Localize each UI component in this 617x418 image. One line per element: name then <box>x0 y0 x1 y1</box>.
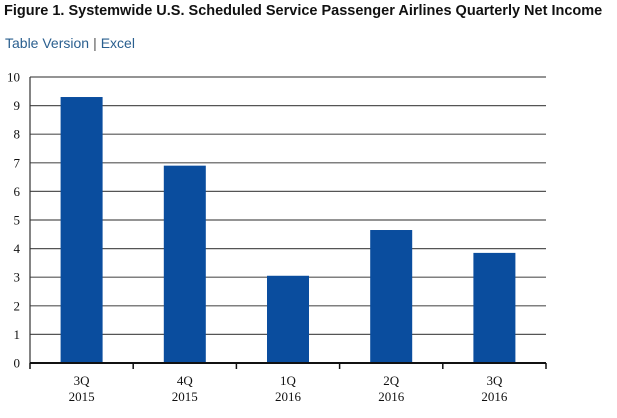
bar <box>473 252 516 363</box>
y-tick-label: 5 <box>14 213 21 228</box>
y-tick-label: 8 <box>14 127 21 142</box>
table-version-link[interactable]: Table Version <box>5 35 90 51</box>
x-tick-label: 2016 <box>378 389 405 404</box>
bar <box>370 230 413 363</box>
x-tick-label: 2016 <box>481 389 508 404</box>
x-tick-label: 3Q <box>74 373 91 388</box>
x-tick-label: 1Q <box>280 373 297 388</box>
download-links: Table Version | Excel <box>5 35 135 51</box>
y-tick-label: 4 <box>14 241 21 256</box>
excel-link[interactable]: Excel <box>100 35 135 51</box>
x-tick-label: 2016 <box>275 389 302 404</box>
x-tick-label: 2Q <box>383 373 400 388</box>
y-tick-label: 9 <box>14 98 21 113</box>
y-tick-label: 7 <box>14 155 21 170</box>
bars <box>60 97 516 364</box>
link-separator: | <box>93 35 97 51</box>
y-tick-label: 3 <box>14 270 21 285</box>
y-tick-labels: 0 1 2 3 4 5 6 7 8 9 10 <box>7 70 21 371</box>
x-tick-label: 2015 <box>172 389 198 404</box>
gridlines <box>30 76 546 335</box>
axes <box>29 77 547 369</box>
y-tick-label: 0 <box>14 356 21 371</box>
figure-title: Figure 1. Systemwide U.S. Scheduled Serv… <box>4 3 603 19</box>
y-tick-label: 1 <box>14 327 21 342</box>
x-tick-label: 3Q <box>486 373 503 388</box>
y-tick-label: 2 <box>14 298 21 313</box>
x-tick-label: 2015 <box>69 389 95 404</box>
y-tick-label: 10 <box>7 70 20 85</box>
bar <box>163 165 206 363</box>
bar <box>267 275 309 363</box>
x-tick-label: 4Q <box>177 373 194 388</box>
y-tick-label: 6 <box>14 184 21 199</box>
bar <box>60 97 103 364</box>
